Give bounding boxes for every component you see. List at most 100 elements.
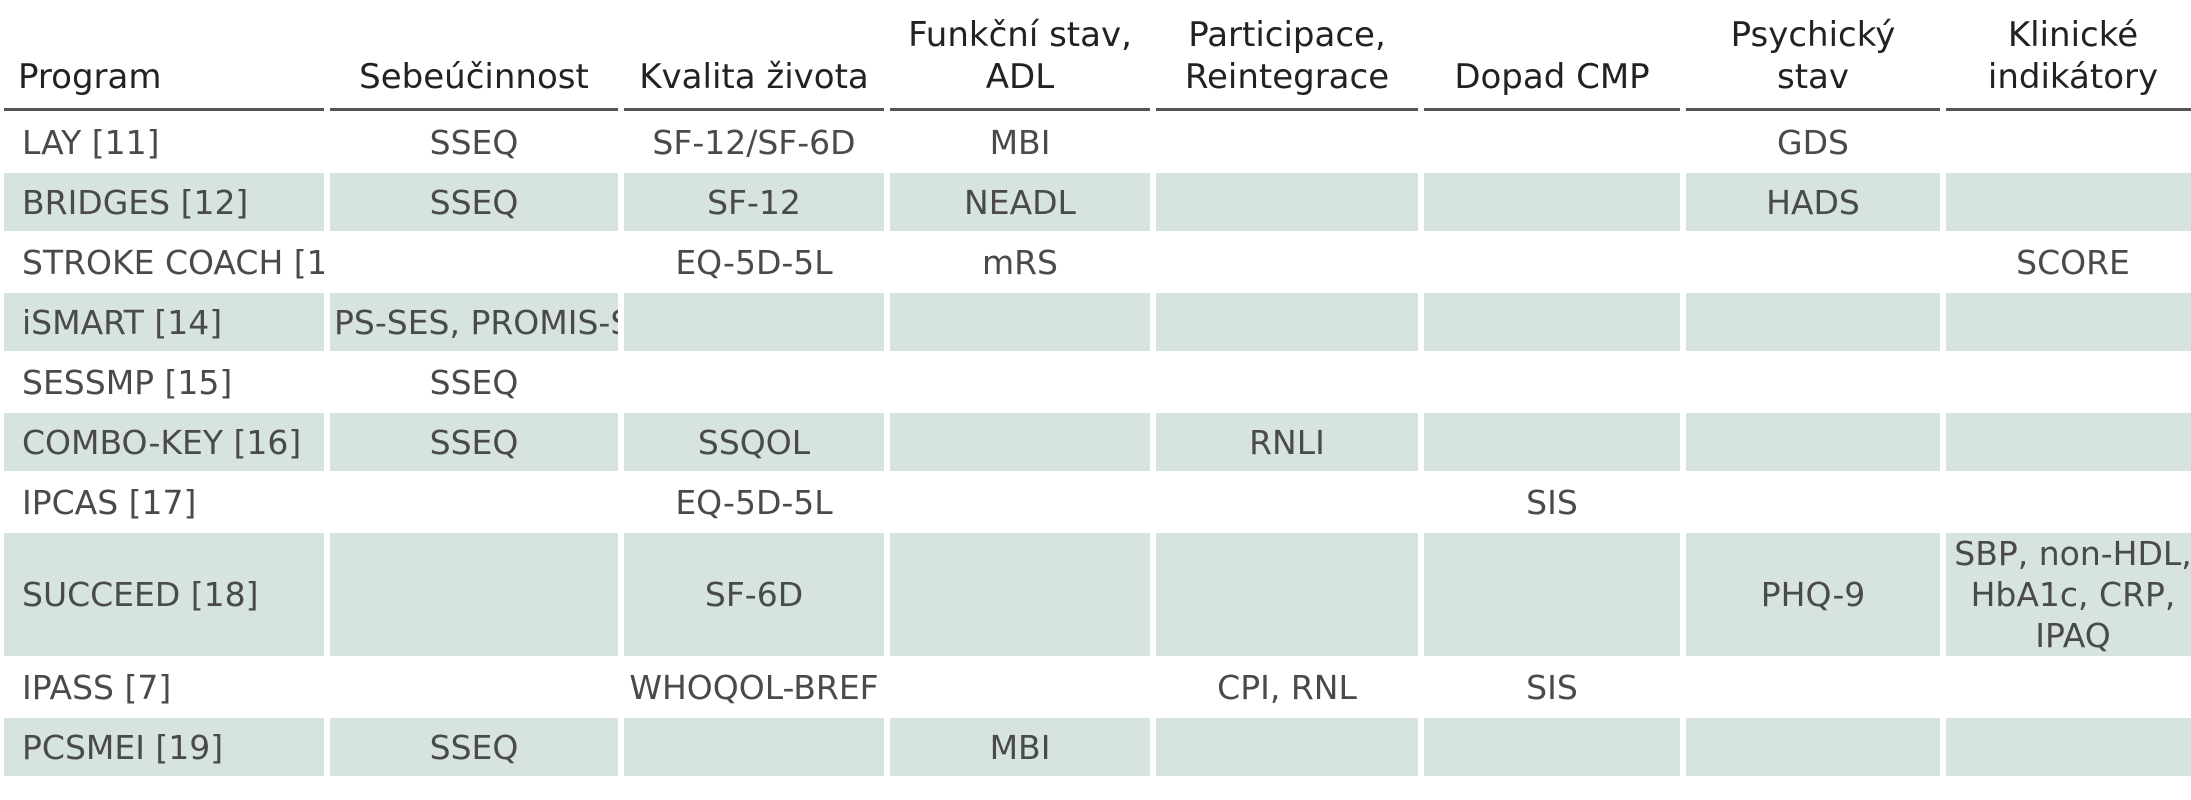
cell-self-efficacy: [330, 656, 618, 716]
cell-stroke-impact: [1424, 716, 1680, 776]
cell-clinical-indicators: [1946, 111, 2191, 171]
cell-stroke-impact: [1424, 171, 1680, 231]
cell-program: iSMART [14]: [4, 291, 324, 351]
cell-clinical-indicators: [1946, 291, 2191, 351]
cell-clinical-indicators: [1946, 656, 2191, 716]
cell-participation: [1156, 111, 1418, 171]
table-row: BRIDGES [12] SSEQ SF-12 NEADL HADS: [4, 171, 2191, 231]
cell-stroke-impact: [1424, 411, 1680, 471]
cell-participation: [1156, 291, 1418, 351]
cell-participation: [1156, 171, 1418, 231]
cell-self-efficacy: SSEQ: [330, 351, 618, 411]
header-functional-status: Funkční stav, ADL: [890, 0, 1150, 111]
header-stroke-impact: Dopad CMP: [1424, 0, 1680, 111]
header-program: Program: [4, 0, 324, 111]
table-row: IPASS [7] WHOQOL-BREF CPI, RNL SIS: [4, 656, 2191, 716]
cell-functional-status: NEADL: [890, 171, 1150, 231]
cell-stroke-impact: SIS: [1424, 656, 1680, 716]
cell-stroke-impact: [1424, 111, 1680, 171]
cell-program: LAY [11]: [4, 111, 324, 171]
cell-clinical-indicators: SCORE: [1946, 231, 2191, 291]
cell-self-efficacy: SSEQ: [330, 111, 618, 171]
cell-functional-status: [890, 291, 1150, 351]
header-quality-of-life: Kvalita života: [624, 0, 884, 111]
cell-stroke-impact: [1424, 291, 1680, 351]
cell-self-efficacy: [330, 531, 618, 656]
cell-quality-of-life: [624, 716, 884, 776]
cell-quality-of-life: [624, 351, 884, 411]
cell-clinical-indicators: [1946, 351, 2191, 411]
cell-self-efficacy: [330, 471, 618, 531]
cell-psychological-state: [1686, 351, 1940, 411]
cell-psychological-state: [1686, 411, 1940, 471]
cell-program: SUCCEED [18]: [4, 531, 324, 656]
cell-psychological-state: GDS: [1686, 111, 1940, 171]
cell-program: IPCAS [17]: [4, 471, 324, 531]
header-row: Program Sebeúčinnost Kvalita života Funk…: [4, 0, 2191, 111]
cell-psychological-state: [1686, 716, 1940, 776]
cell-quality-of-life: [624, 291, 884, 351]
measures-table: Program Sebeúčinnost Kvalita života Funk…: [4, 0, 2191, 776]
cell-quality-of-life: SF-6D: [624, 531, 884, 656]
cell-clinical-indicators: [1946, 411, 2191, 471]
cell-program: PCSMEI [19]: [4, 716, 324, 776]
cell-self-efficacy: SSEQ: [330, 411, 618, 471]
cell-stroke-impact: [1424, 531, 1680, 656]
cell-quality-of-life: EQ-5D-5L: [624, 471, 884, 531]
cell-quality-of-life: SSQOL: [624, 411, 884, 471]
table-row: iSMART [14]PS-SES, PROMIS-SE: [4, 291, 2191, 351]
cell-participation: [1156, 351, 1418, 411]
table-row: COMBO-KEY [16] SSEQ SSQOL RNLI: [4, 411, 2191, 471]
cell-participation: [1156, 716, 1418, 776]
cell-functional-status: [890, 531, 1150, 656]
cell-participation: RNLI: [1156, 411, 1418, 471]
cell-quality-of-life: EQ-5D-5L: [624, 231, 884, 291]
cell-functional-status: mRS: [890, 231, 1150, 291]
cell-clinical-indicators: [1946, 171, 2191, 231]
cell-stroke-impact: [1424, 231, 1680, 291]
cell-program: IPASS [7]: [4, 656, 324, 716]
header-self-efficacy: Sebeúčinnost: [330, 0, 618, 111]
cell-functional-status: [890, 471, 1150, 531]
cell-program: SESSMP [15]: [4, 351, 324, 411]
cell-psychological-state: [1686, 656, 1940, 716]
cell-psychological-state: PHQ-9: [1686, 531, 1940, 656]
cell-self-efficacy: SSEQ: [330, 716, 618, 776]
cell-functional-status: MBI: [890, 716, 1150, 776]
cell-functional-status: [890, 411, 1150, 471]
cell-self-efficacy: SSEQ: [330, 171, 618, 231]
cell-participation: [1156, 471, 1418, 531]
cell-stroke-impact: SIS: [1424, 471, 1680, 531]
cell-functional-status: [890, 656, 1150, 716]
table-row: SUCCEED [18] SF-6D PHQ-9 SBP, non-HDL, HbA1…: [4, 531, 2191, 656]
cell-self-efficacy: PS-SES, PROMIS-SE: [330, 291, 618, 351]
cell-psychological-state: HADS: [1686, 171, 1940, 231]
cell-quality-of-life: SF-12/SF-6D: [624, 111, 884, 171]
cell-functional-status: [890, 351, 1150, 411]
cell-quality-of-life: WHOQOL-BREF: [624, 656, 884, 716]
cell-participation: [1156, 231, 1418, 291]
table-row: PCSMEI [19] SSEQ MBI: [4, 716, 2191, 776]
cell-clinical-indicators: [1946, 716, 2191, 776]
cell-self-efficacy: [330, 231, 618, 291]
cell-clinical-indicators: [1946, 471, 2191, 531]
header-participation: Participace, Reintegrace: [1156, 0, 1418, 111]
measures-table-container: Program Sebeúčinnost Kvalita života Funk…: [4, 0, 2191, 776]
cell-participation: [1156, 531, 1418, 656]
cell-clinical-indicators: SBP, non-HDL, HbA1c, CRP, IPAQ: [1946, 531, 2191, 656]
cell-psychological-state: [1686, 231, 1940, 291]
cell-stroke-impact: [1424, 351, 1680, 411]
table-row: IPCAS [17] EQ-5D-5L SIS: [4, 471, 2191, 531]
table-row: SESSMP [15] SSEQ: [4, 351, 2191, 411]
cell-program: COMBO-KEY [16]: [4, 411, 324, 471]
cell-quality-of-life: SF-12: [624, 171, 884, 231]
cell-functional-status: MBI: [890, 111, 1150, 171]
cell-participation: CPI, RNL: [1156, 656, 1418, 716]
header-clinical-indicators: Klinické indikátory: [1946, 0, 2191, 111]
header-psychological-state: Psychický stav: [1686, 0, 1940, 111]
table-row: LAY [11] SSEQ SF-12/SF-6D MBI GDS: [4, 111, 2191, 171]
cell-psychological-state: [1686, 471, 1940, 531]
cell-program: STROKE COACH [13]: [4, 231, 324, 291]
cell-psychological-state: [1686, 291, 1940, 351]
